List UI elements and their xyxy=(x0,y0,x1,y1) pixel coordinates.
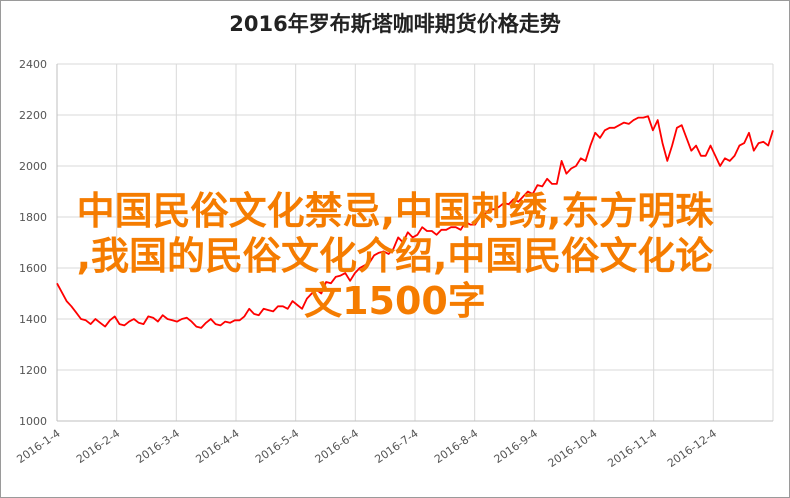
gridlines xyxy=(56,63,774,422)
y-tick-label: 1400 xyxy=(19,313,47,326)
x-tick-label: 2016-3-4 xyxy=(134,427,182,466)
y-tick-label: 1000 xyxy=(19,415,47,428)
y-tick-label: 1800 xyxy=(19,211,47,224)
price-series-line xyxy=(56,115,774,329)
x-tick-label: 2016-2-4 xyxy=(74,427,122,466)
x-tick-label: 2016-11-4 xyxy=(605,427,659,470)
x-tick-label: 2016-8-4 xyxy=(432,427,480,466)
x-tick-label: 2016-6-4 xyxy=(313,427,361,466)
x-tick-label: 2016-12-4 xyxy=(665,427,719,470)
x-tick-label: 2016-1-4 xyxy=(14,427,62,466)
y-tick-label: 2200 xyxy=(19,109,47,122)
y-axis-ticks: 1000 1200 1400 1600 1800 2000 2200 2400 xyxy=(19,58,47,428)
x-tick-label: 2016-10-4 xyxy=(546,427,600,470)
x-tick-label: 2016-7-4 xyxy=(372,427,420,466)
chart-title: 2016年罗布斯塔咖啡期货价格走势 xyxy=(229,12,561,36)
x-tick-label: 2016-5-4 xyxy=(253,427,301,466)
x-tick-label: 2016-9-4 xyxy=(492,427,540,466)
y-tick-label: 1600 xyxy=(19,262,47,275)
y-tick-label: 2000 xyxy=(19,160,47,173)
overlay-text-line-2: ,我国的民俗文化介绍,中国民俗文化论 xyxy=(76,234,714,278)
x-axis-ticks: 2016-1-4 2016-2-4 2016-3-4 2016-4-4 2016-5-4… xyxy=(14,427,719,470)
overlay-text-line-3: 文1500字 xyxy=(304,279,486,323)
y-tick-label: 1200 xyxy=(19,364,47,377)
y-tick-label: 2400 xyxy=(19,58,47,71)
overlay-text-line-1: 中国民俗文化禁忌,中国刺绣,东方明珠 xyxy=(76,189,714,233)
x-tick-label: 2016-4-4 xyxy=(193,427,241,466)
